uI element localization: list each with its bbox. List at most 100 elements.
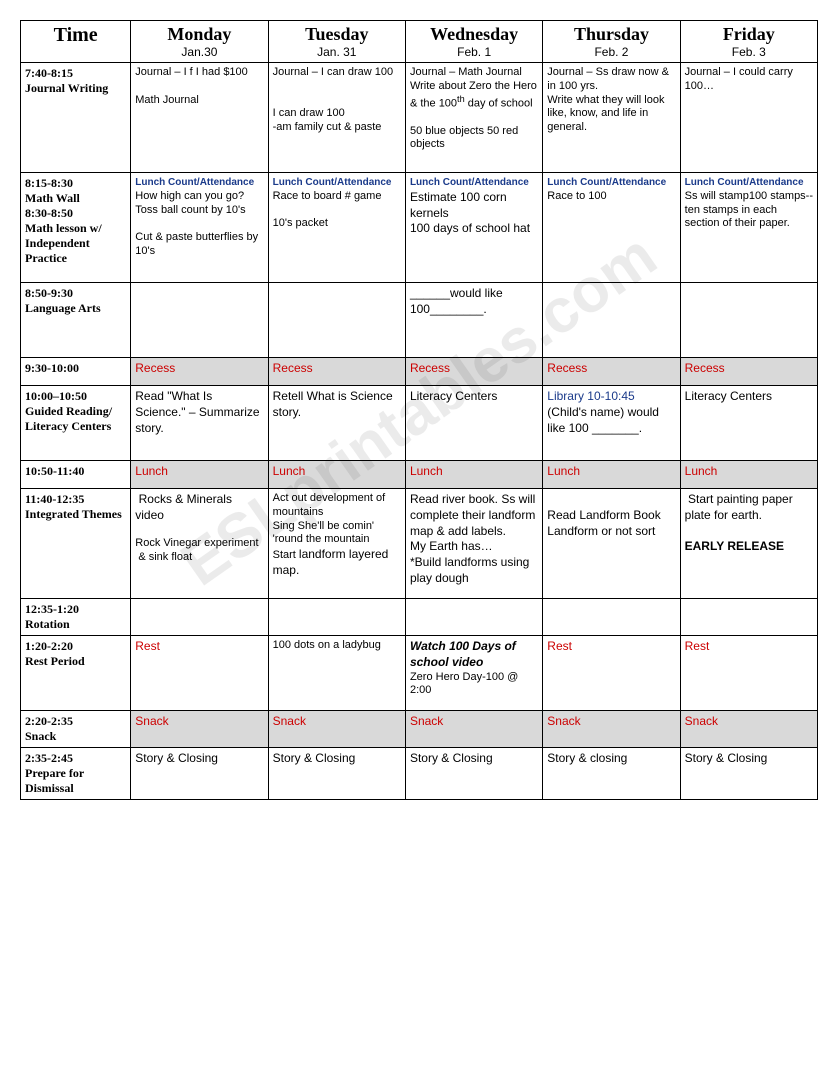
time-label: 10:00–10:50Guided Reading/ Literacy Cent… (25, 389, 126, 434)
schedule-cell: Recess (543, 358, 680, 386)
table-row: 8:15-8:30Math Wall8:30-8:50Math lesson w… (21, 173, 818, 283)
schedule-cell: Rest (131, 636, 268, 711)
schedule-cell: Lunch Count/AttendanceHow high can you g… (131, 173, 268, 283)
schedule-cell: Act out development of mountainsSing She… (268, 489, 405, 599)
time-label: 1:20-2:20Rest Period (25, 639, 126, 669)
table-row: 9:30-10:00RecessRecessRecessRecessRecess (21, 358, 818, 386)
day-header-thu: Thursday Feb. 2 (543, 21, 680, 63)
schedule-cell: Lunch (131, 461, 268, 489)
time-label: 10:50-11:40 (25, 464, 126, 479)
time-cell: 12:35-1:20Rotation (21, 599, 131, 636)
time-header-label: Time (25, 24, 126, 47)
schedule-cell: Lunch (543, 461, 680, 489)
lesson-plan-table: Time Monday Jan.30 Tuesday Jan. 31 Wedne… (20, 20, 818, 800)
schedule-cell: Lunch (405, 461, 542, 489)
day-header-tue: Tuesday Jan. 31 (268, 21, 405, 63)
schedule-cell: Recess (268, 358, 405, 386)
day-header-fri: Friday Feb. 3 (680, 21, 817, 63)
schedule-cell: Recess (131, 358, 268, 386)
schedule-cell: Journal – I could carry 100… (680, 63, 817, 173)
day-name: Monday (135, 24, 263, 45)
schedule-cell: Story & Closing (680, 748, 817, 800)
schedule-cell: Read "What Is Science." – Summarize stor… (131, 386, 268, 461)
schedule-cell (680, 599, 817, 636)
day-header-mon: Monday Jan.30 (131, 21, 268, 63)
schedule-cell (268, 283, 405, 358)
schedule-cell: Recess (680, 358, 817, 386)
schedule-cell (680, 283, 817, 358)
day-name: Wednesday (410, 24, 538, 45)
schedule-cell: Lunch (268, 461, 405, 489)
time-label: 9:30-10:00 (25, 361, 126, 376)
schedule-body: 7:40-8:15Journal WritingJournal – I f I … (21, 63, 818, 800)
time-label: 2:35-2:45Prepare for Dismissal (25, 751, 126, 796)
time-label: 7:40-8:15Journal Writing (25, 66, 126, 96)
schedule-cell: ______would like 100________. (405, 283, 542, 358)
time-cell: 8:50-9:30Language Arts (21, 283, 131, 358)
table-row: 1:20-2:20Rest PeriodRest100 dots on a la… (21, 636, 818, 711)
schedule-cell (268, 599, 405, 636)
schedule-cell: Story & Closing (405, 748, 542, 800)
time-cell: 2:20-2:35Snack (21, 711, 131, 748)
time-cell: 8:15-8:30Math Wall8:30-8:50Math lesson w… (21, 173, 131, 283)
schedule-cell: Lunch Count/AttendanceEstimate 100 corn … (405, 173, 542, 283)
day-date: Feb. 1 (410, 45, 538, 59)
schedule-cell: Lunch Count/AttendanceSs will stamp100 s… (680, 173, 817, 283)
table-row: 2:20-2:35SnackSnackSnackSnackSnackSnack (21, 711, 818, 748)
day-name: Thursday (547, 24, 675, 45)
schedule-cell: Literacy Centers (405, 386, 542, 461)
schedule-cell (131, 283, 268, 358)
time-cell: 2:35-2:45Prepare for Dismissal (21, 748, 131, 800)
table-row: 2:35-2:45Prepare for Dismissal Story & Cl… (21, 748, 818, 800)
schedule-cell: Lunch Count/AttendanceRace to 100 (543, 173, 680, 283)
time-label: 2:20-2:35Snack (25, 714, 126, 744)
time-label: 11:40-12:35Integrated Themes (25, 492, 126, 522)
schedule-cell (405, 599, 542, 636)
day-name: Friday (685, 24, 813, 45)
schedule-cell: Start painting paper plate for earth.EAR… (680, 489, 817, 599)
day-date: Feb. 2 (547, 45, 675, 59)
schedule-cell: Story & Closing (268, 748, 405, 800)
schedule-cell (131, 599, 268, 636)
schedule-cell: Story & closing (543, 748, 680, 800)
day-header-wed: Wednesday Feb. 1 (405, 21, 542, 63)
table-row: 11:40-12:35Integrated Themes Rocks & Min… (21, 489, 818, 599)
day-name: Tuesday (273, 24, 401, 45)
day-date: Jan.30 (135, 45, 263, 59)
schedule-cell: Rocks & Minerals videoRock Vinegar exper… (131, 489, 268, 599)
schedule-cell: Lunch (680, 461, 817, 489)
day-date: Jan. 31 (273, 45, 401, 59)
schedule-cell: Retell What is Science story. (268, 386, 405, 461)
day-date: Feb. 3 (685, 45, 813, 59)
time-cell: 7:40-8:15Journal Writing (21, 63, 131, 173)
schedule-cell: Snack (131, 711, 268, 748)
schedule-cell: Journal – Math JournalWrite about Zero t… (405, 63, 542, 173)
time-cell: 1:20-2:20Rest Period (21, 636, 131, 711)
schedule-cell (543, 599, 680, 636)
schedule-cell: Read Landform BookLandform or not sort (543, 489, 680, 599)
time-cell: 10:00–10:50Guided Reading/ Literacy Cent… (21, 386, 131, 461)
table-row: 10:50-11:40LunchLunchLunchLunchLunch (21, 461, 818, 489)
schedule-cell: Read river book. Ss will complete their … (405, 489, 542, 599)
time-label: 8:15-8:30Math Wall8:30-8:50Math lesson w… (25, 176, 126, 266)
schedule-cell: Snack (543, 711, 680, 748)
schedule-cell: Journal – I can draw 100I can draw 100-a… (268, 63, 405, 173)
schedule-cell: Journal – Ss draw now & in 100 yrs.Write… (543, 63, 680, 173)
schedule-cell: Lunch Count/AttendanceRace to board # ga… (268, 173, 405, 283)
table-row: 8:50-9:30Language Arts ______would like 1… (21, 283, 818, 358)
header-row: Time Monday Jan.30 Tuesday Jan. 31 Wedne… (21, 21, 818, 63)
time-label: 12:35-1:20Rotation (25, 602, 126, 632)
schedule-cell: 100 dots on a ladybug (268, 636, 405, 711)
table-row: 10:00–10:50Guided Reading/ Literacy Cent… (21, 386, 818, 461)
schedule-cell: Snack (405, 711, 542, 748)
time-label: 8:50-9:30Language Arts (25, 286, 126, 316)
schedule-cell: Literacy Centers (680, 386, 817, 461)
schedule-cell: Library 10-10:45(Child's name) would lik… (543, 386, 680, 461)
time-cell: 11:40-12:35Integrated Themes (21, 489, 131, 599)
schedule-cell: Snack (680, 711, 817, 748)
schedule-cell: Recess (405, 358, 542, 386)
schedule-cell: Rest (680, 636, 817, 711)
time-cell: 9:30-10:00 (21, 358, 131, 386)
schedule-cell: Journal – I f I had $100Math Journal (131, 63, 268, 173)
schedule-cell: Snack (268, 711, 405, 748)
